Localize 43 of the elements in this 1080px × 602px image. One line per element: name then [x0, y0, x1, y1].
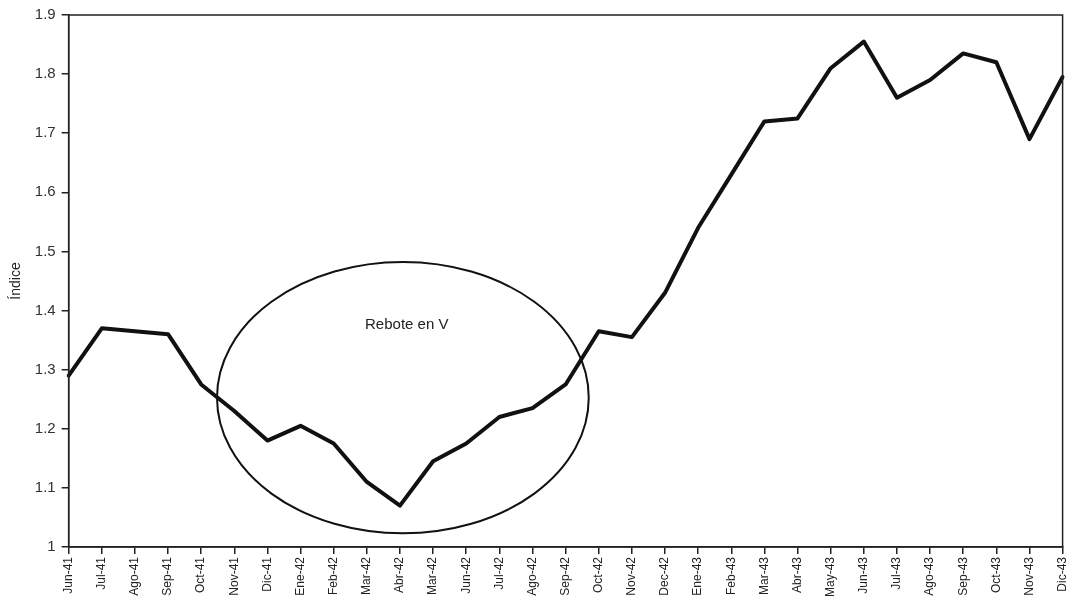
x-tick-label: Ago-42 — [524, 556, 539, 596]
x-tick-label: Sep-43 — [955, 556, 970, 596]
x-tick-label: Mar-42 — [425, 556, 440, 595]
x-tick-label: Oct-43 — [988, 556, 1003, 593]
x-tick-label: Dic-43 — [1054, 556, 1069, 592]
y-tick-label: 1.9 — [34, 5, 56, 23]
x-tick-label: Sep-42 — [557, 556, 572, 596]
annotation: Rebote en V — [365, 314, 449, 332]
x-tick-label: Dic-41 — [259, 556, 274, 592]
y-tick-label: 1.8 — [34, 64, 56, 82]
x-tick-label: Mar-42 — [359, 556, 374, 595]
x-tick-label: Abr-42 — [392, 556, 407, 594]
y-tick-label: 1.3 — [34, 359, 56, 377]
y-tick-label: 1.6 — [34, 182, 56, 200]
x-tick-label: Jun-43 — [856, 556, 871, 594]
y-tick-label: 1.5 — [34, 241, 56, 259]
y-tick-label: 1 — [47, 537, 56, 555]
x-tick-label: Oct-41 — [193, 556, 208, 593]
x-tick-label: Sep-41 — [160, 556, 175, 596]
x-tick-label: Ago-41 — [127, 556, 142, 596]
x-tick-label: Ene-43 — [690, 556, 705, 596]
x-tick-label: Nov-43 — [1021, 556, 1036, 596]
x-tick-label: Mar-43 — [756, 556, 771, 595]
x-tick-label: Abr-43 — [789, 556, 804, 594]
x-tick-label: Jul-43 — [889, 556, 904, 590]
x-tick-label: Jun-41 — [60, 556, 75, 594]
y-tick-label: 1.7 — [34, 123, 56, 141]
x-tick-label: Feb-43 — [723, 556, 738, 596]
y-tick-label: 1.4 — [34, 300, 56, 318]
x-tick-label: Feb-42 — [326, 556, 341, 596]
x-tick-label: May-43 — [822, 556, 837, 597]
x-tick-label: Ene-42 — [292, 556, 307, 596]
x-tick-label: Ago-43 — [922, 556, 937, 596]
x-tick-label: Jul-41 — [94, 556, 109, 590]
x-tick-label: Oct-42 — [591, 556, 606, 593]
y-tick-label: 1.2 — [34, 418, 56, 436]
x-tick-label: Nov-42 — [624, 556, 639, 596]
y-tick-label: 1.1 — [34, 478, 56, 496]
x-tick-label: Jul-42 — [491, 556, 506, 590]
y-axis-title: Índice — [7, 262, 24, 300]
x-tick-label: Dec-42 — [657, 556, 672, 596]
x-tick-label: Jun-42 — [458, 556, 473, 594]
x-tick-label: Nov-41 — [226, 556, 241, 596]
